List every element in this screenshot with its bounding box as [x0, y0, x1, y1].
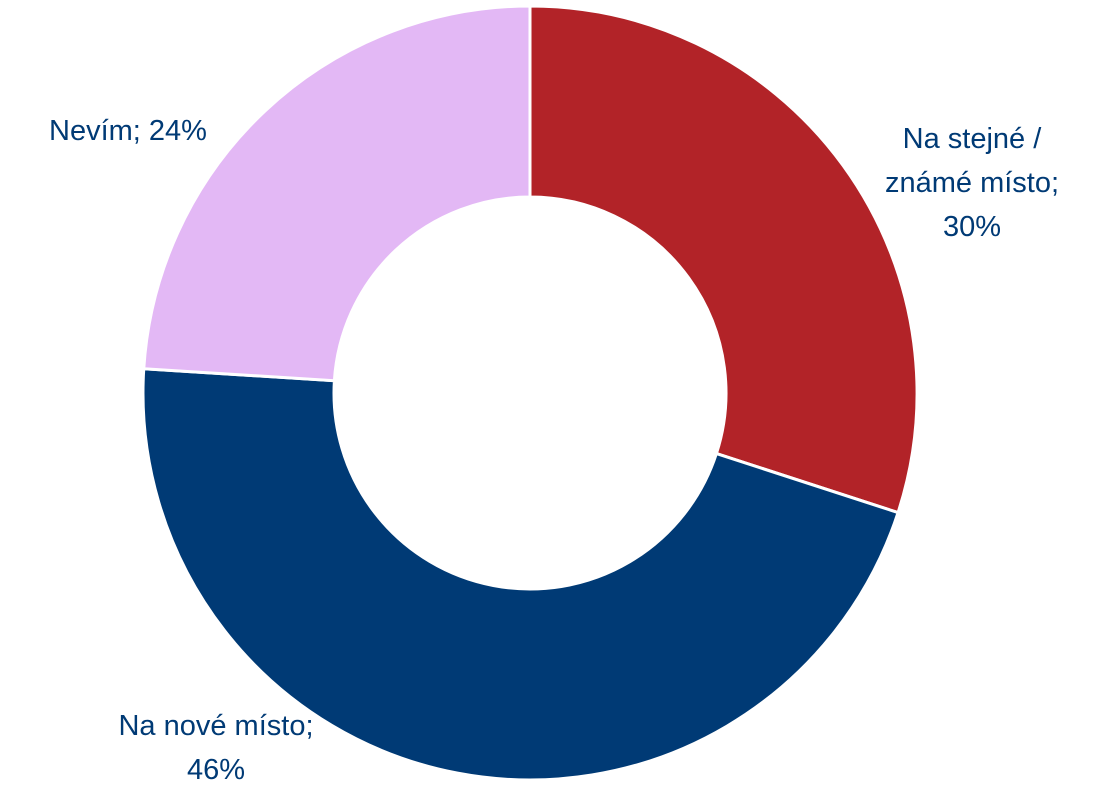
slice-labels: Na stejné / známé místo; 30% Na nové místo;…	[49, 115, 1059, 786]
slice-label-line: 46%	[187, 754, 245, 786]
slice-na-stejn-zn-m-m-sto	[528, 4, 919, 515]
slice-label: Nevím; 24%	[49, 115, 207, 147]
slice-label-line: Nevím; 24%	[49, 115, 207, 147]
slice-label-line: Na nové místo;	[118, 710, 313, 742]
slice-na-nov-m-sto	[141, 367, 900, 782]
slice-label-line: známé místo;	[885, 167, 1059, 199]
slice-label: Na stejné / známé místo; 30%	[885, 123, 1059, 243]
slice-label: Na nové místo; 46%	[118, 710, 313, 786]
slice-label-line: 30%	[943, 211, 1001, 243]
donut-slices	[141, 4, 919, 782]
slice-nev-m	[142, 4, 532, 383]
slice-label-line: Na stejné /	[903, 123, 1043, 155]
